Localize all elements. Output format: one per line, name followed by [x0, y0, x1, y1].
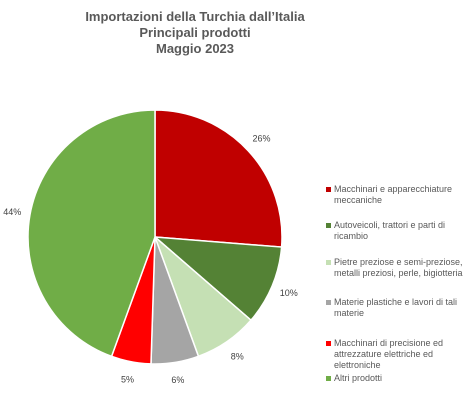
chart-title-line-2: Principali prodotti — [139, 25, 251, 40]
slice-label-0: 26% — [253, 134, 271, 144]
slice-label-2: 8% — [231, 351, 244, 361]
pie-slice-0 — [154, 109, 283, 248]
legend-swatch-2 — [326, 260, 331, 265]
chart-title-line-3: Maggio 2023 — [155, 41, 235, 56]
legend-label-1: Autoveicoli, trattori e parti di ricambi… — [334, 220, 446, 241]
legend-swatch-1 — [326, 223, 331, 228]
legend-swatch-5 — [326, 376, 331, 381]
chart-title-line-1: Importazioni della Turchia dall’Italia — [85, 9, 305, 24]
slice-label-4: 5% — [121, 374, 134, 384]
legend-label-2: Pietre preziose e semi-preziose, metalli… — [334, 257, 463, 278]
legend-label-0: Macchinari e apparecchiature meccaniche — [334, 184, 453, 205]
legend-label-5: Altri prodotti — [334, 373, 383, 383]
slice-label-1: 10% — [280, 288, 298, 298]
legend-label-3: Materie plastiche e lavori di tali mater… — [334, 297, 458, 318]
legend-swatch-0 — [326, 187, 331, 192]
legend-swatch-3 — [326, 300, 331, 305]
slice-label-3: 6% — [171, 375, 184, 385]
pie-slice-5 — [27, 109, 156, 358]
slice-label-5: 44% — [3, 207, 21, 217]
pie-slice-1 — [152, 236, 283, 322]
legend-swatch-4 — [326, 341, 331, 346]
legend-label-4: Macchinari di precisione ed attrezzature… — [334, 338, 444, 370]
